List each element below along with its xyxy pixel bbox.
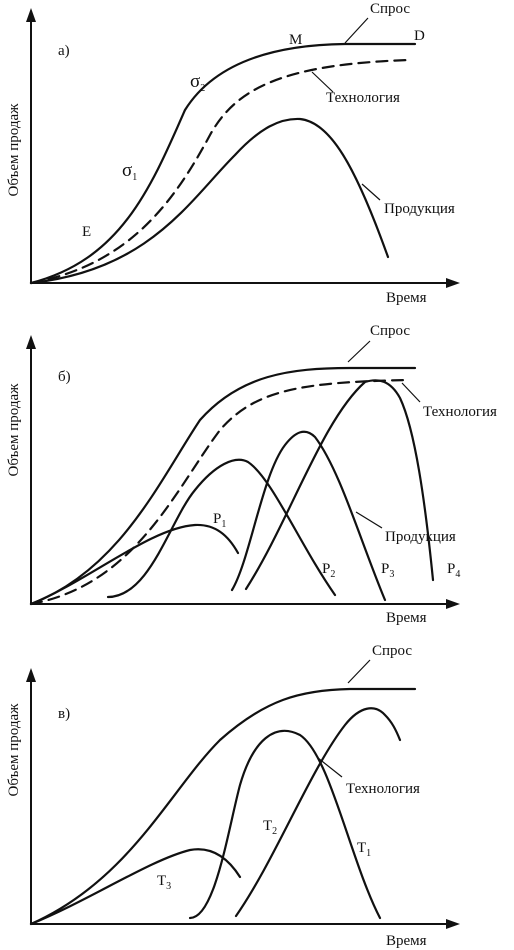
technology-t3-label: T3	[157, 873, 171, 892]
panel-c: Объем продаж Время в) Спрос Технология T…	[6, 643, 460, 949]
demand-curve	[29, 42, 417, 285]
point-d-label: D	[414, 28, 425, 44]
demand-leader	[347, 659, 371, 684]
technology-leader	[311, 71, 334, 93]
technology-t2-curve	[188, 729, 382, 920]
product-p3-curve	[230, 430, 387, 602]
technology-t3-curve	[29, 848, 242, 926]
x-axis-arrow	[446, 599, 460, 609]
technology-curve	[29, 378, 412, 606]
y-axis-label: Объем продаж	[6, 383, 22, 477]
y-axis-label: Объем продаж	[6, 703, 22, 797]
technology-leader	[317, 757, 343, 778]
technology-label: Технология	[346, 781, 420, 797]
technology-leader	[401, 382, 421, 403]
demand-leader	[347, 340, 371, 363]
technology-t1-curve	[234, 707, 402, 918]
panel-letter: в)	[58, 706, 70, 722]
x-axis-arrow	[446, 919, 460, 929]
x-axis-label: Время	[386, 933, 427, 949]
product-p4-label: P4	[447, 561, 460, 580]
y-axis-arrow	[26, 8, 36, 22]
product-p3-label: P3	[381, 561, 394, 580]
technology-t1-label: T1	[357, 840, 371, 859]
product-p2-curve	[106, 458, 337, 599]
demand-label: Спрос	[372, 643, 412, 659]
demand-curve	[29, 687, 417, 926]
technology-t2-label: T2	[263, 818, 277, 837]
product-p4-curve	[244, 379, 435, 591]
point-m-label: M	[289, 32, 302, 48]
panel-letter: б)	[58, 369, 71, 385]
production-label: Продукция	[385, 529, 456, 545]
y-axis-arrow	[26, 668, 36, 682]
sigma2-label: σ2	[190, 71, 205, 94]
x-axis-label: Время	[386, 610, 427, 626]
production-leader	[355, 511, 383, 529]
panel-a: Объем продаж Время а) Спрос Технология П…	[6, 1, 460, 306]
production-label: Продукция	[384, 201, 455, 217]
y-axis-arrow	[26, 335, 36, 349]
production-curve	[29, 117, 390, 285]
x-axis-arrow	[446, 278, 460, 288]
point-e-label: E	[82, 224, 91, 240]
sigma1-label: σ1	[122, 160, 137, 183]
panel-b: Объем продаж Время б) Спрос Технология П…	[6, 323, 497, 626]
y-axis-label: Объем продаж	[6, 103, 22, 197]
technology-label: Технология	[326, 90, 400, 106]
demand-label: Спрос	[370, 323, 410, 339]
product-p1-curve	[29, 523, 240, 606]
demand-curve	[29, 366, 417, 606]
production-leader	[361, 183, 381, 201]
product-p1-label: P1	[213, 511, 226, 530]
technology-curve	[29, 58, 412, 285]
x-axis-label: Время	[386, 290, 427, 306]
technology-label: Технология	[423, 404, 497, 420]
demand-label: Спрос	[370, 1, 410, 17]
product-p2-label: P2	[322, 561, 335, 580]
panel-letter: а)	[58, 43, 70, 59]
demand-leader	[344, 17, 369, 44]
